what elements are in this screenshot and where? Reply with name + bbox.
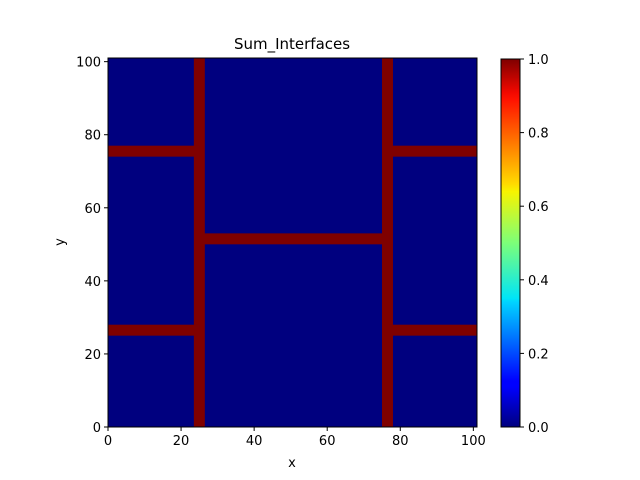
colorbar-tick-label: 0.0 xyxy=(528,421,549,436)
x-tick-label: 100 xyxy=(461,434,486,449)
interface-band-5 xyxy=(199,233,390,245)
plot-frame xyxy=(107,57,478,428)
x-tick-label: 40 xyxy=(246,434,263,449)
colorbar-ticks: 0.0 0.2 0.4 0.6 0.8 1.0 xyxy=(520,53,549,436)
x-tick-label: 20 xyxy=(173,434,190,449)
colorbar-gradient xyxy=(500,58,521,428)
interface-band-6 xyxy=(389,145,477,157)
colorbar-tick-label: 0.2 xyxy=(528,347,549,362)
colorbar-tick-label: 1.0 xyxy=(528,53,549,68)
colorbar-tick-label: 0.8 xyxy=(528,127,549,142)
y-axis-ticks: 0 20 40 60 80 100 xyxy=(76,56,108,436)
heatmap-plot-area xyxy=(107,57,478,428)
x-axis-ticks: 0 20 40 60 80 100 xyxy=(104,427,486,449)
colorbar: 0.0 0.2 0.4 0.6 0.8 1.0 xyxy=(500,53,549,436)
x-tick-label: 80 xyxy=(392,434,409,449)
y-tick-label: 80 xyxy=(84,129,101,144)
interface-band-4 xyxy=(108,324,200,336)
y-axis-label: y xyxy=(53,238,68,246)
interface-band-3 xyxy=(108,145,200,157)
x-tick-label: 60 xyxy=(319,434,336,449)
interface-band-7 xyxy=(389,324,477,336)
x-tick-label: 0 xyxy=(104,434,112,449)
x-axis-label: x xyxy=(288,456,296,471)
colorbar-tick-label: 0.6 xyxy=(528,200,549,215)
y-tick-label: 60 xyxy=(84,202,101,217)
chart-title: Sum_Interfaces xyxy=(234,35,350,54)
y-tick-label: 100 xyxy=(76,56,101,71)
colorbar-tick-label: 0.4 xyxy=(528,274,549,289)
y-tick-label: 20 xyxy=(84,348,101,363)
y-tick-label: 0 xyxy=(93,421,101,436)
y-tick-label: 40 xyxy=(84,275,101,290)
interfaces-layer xyxy=(108,58,477,427)
